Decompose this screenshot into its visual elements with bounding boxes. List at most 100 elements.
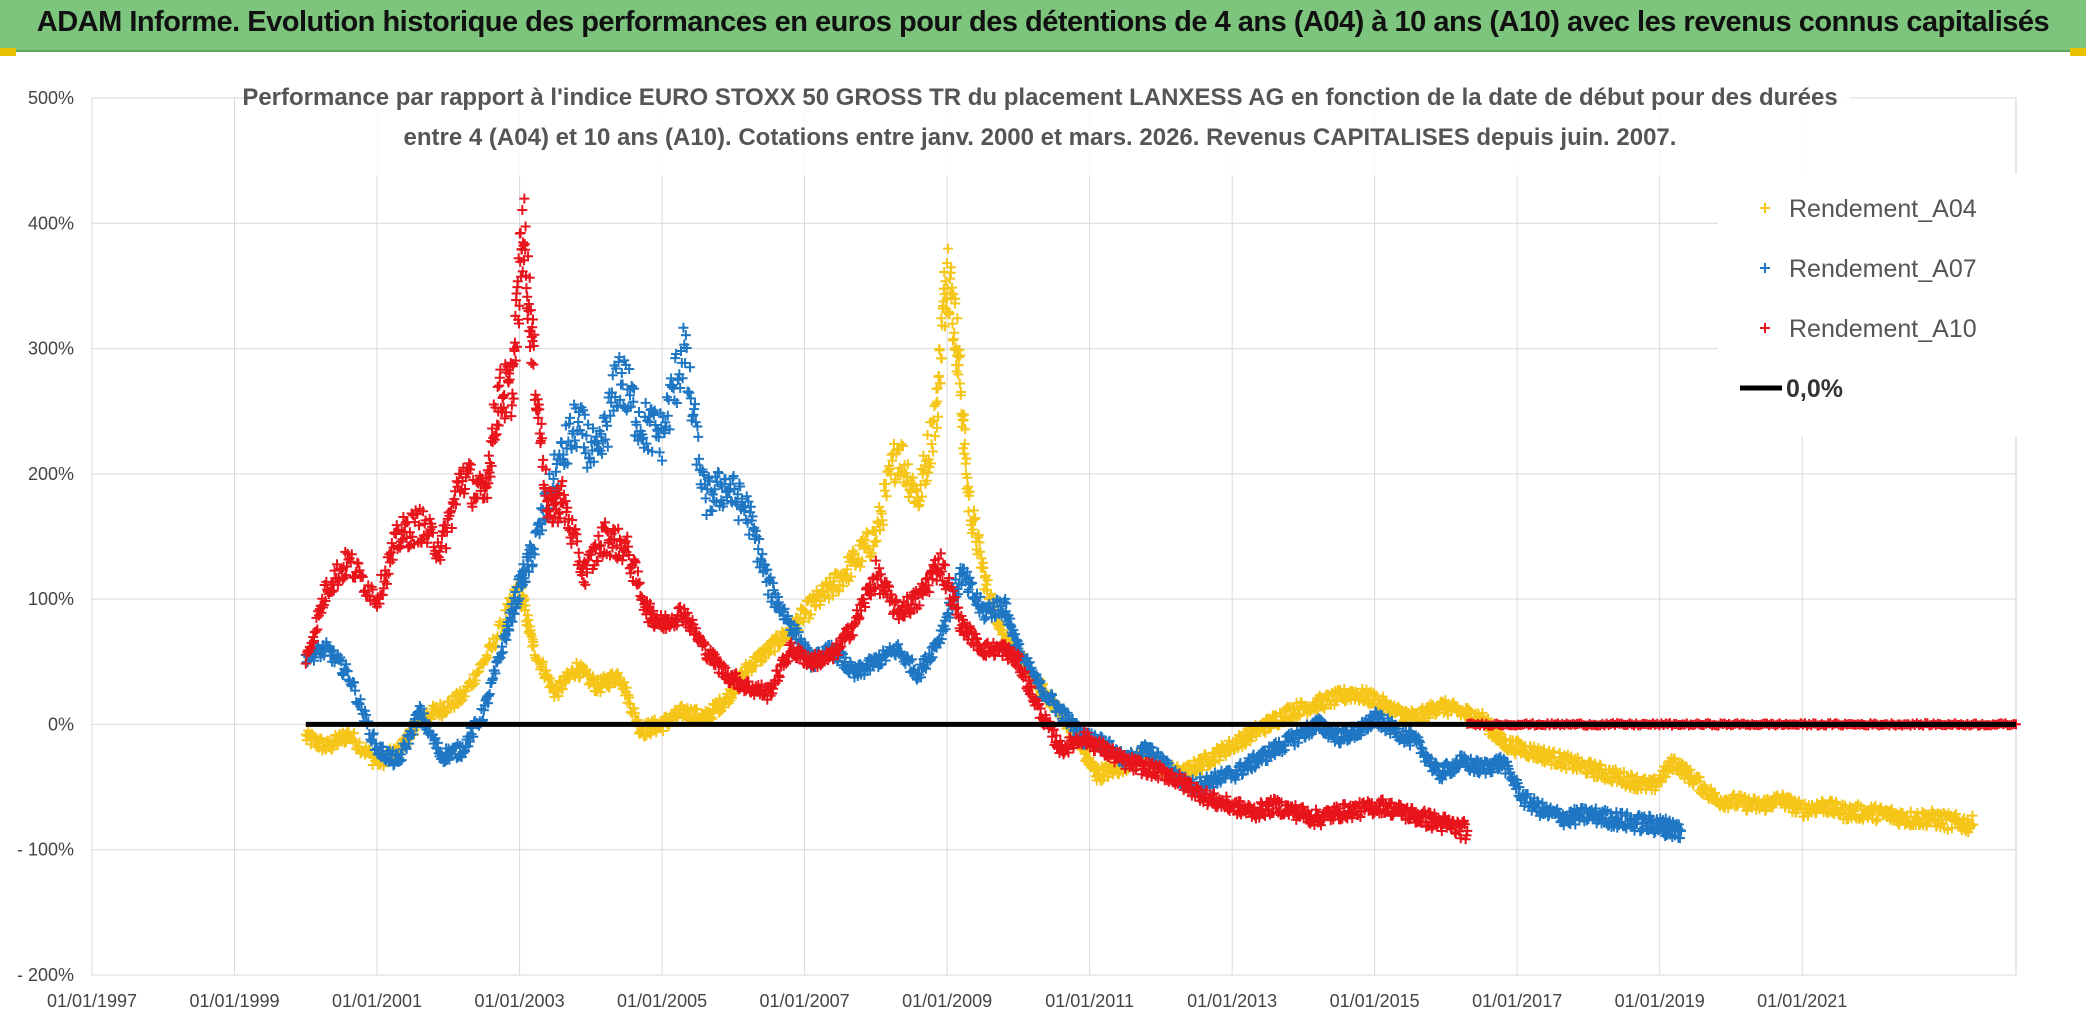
data-point <box>470 675 481 686</box>
data-point <box>856 556 867 567</box>
data-point <box>959 448 970 459</box>
data-point <box>310 626 321 637</box>
y-axis-ticks: - 200%- 100%0%100%200%300%400%500% <box>17 88 74 985</box>
data-point <box>842 564 853 575</box>
x-tick-label: 01/01/1997 <box>47 991 137 1011</box>
x-tick-label: 01/01/2017 <box>1472 991 1562 1011</box>
data-point <box>657 725 668 736</box>
data-point <box>473 666 484 677</box>
data-point <box>522 291 533 302</box>
data-point <box>918 450 929 461</box>
data-point <box>896 439 907 450</box>
data-point <box>1548 746 1559 757</box>
data-point <box>940 321 951 332</box>
data-point <box>970 513 981 524</box>
data-point <box>949 327 960 338</box>
data-point <box>1631 771 1642 782</box>
data-point <box>1440 695 1451 706</box>
data-point <box>498 391 509 402</box>
data-point <box>919 460 930 471</box>
data-point <box>930 431 941 442</box>
data-point <box>657 455 668 466</box>
data-point <box>471 668 482 679</box>
data-point <box>520 600 531 611</box>
data-point <box>343 726 354 737</box>
data-point <box>964 486 975 497</box>
data-point <box>941 294 952 305</box>
data-point <box>961 453 972 464</box>
data-point <box>870 536 881 547</box>
y-tick-label: - 200% <box>17 965 74 985</box>
data-point <box>871 535 882 546</box>
data-point <box>1656 777 1667 788</box>
data-point <box>927 446 938 457</box>
data-point <box>953 369 964 380</box>
data-point <box>678 322 689 333</box>
data-point <box>944 309 955 320</box>
banner: ADAM Informe. Evolution historique des p… <box>0 0 2086 52</box>
data-point <box>962 472 973 483</box>
data-point <box>978 563 989 574</box>
data-point <box>530 389 541 400</box>
data-point <box>627 382 638 393</box>
data-point <box>1188 755 1199 766</box>
x-tick-label: 01/01/2013 <box>1187 991 1277 1011</box>
data-point <box>573 547 584 558</box>
data-point <box>621 682 632 693</box>
data-point <box>538 454 549 465</box>
data-point <box>948 288 959 299</box>
chart-series <box>300 193 2021 845</box>
data-point <box>885 469 896 480</box>
data-point <box>467 680 478 691</box>
data-point <box>634 406 645 417</box>
data-point <box>482 652 493 663</box>
data-point <box>769 646 780 657</box>
data-point <box>1319 703 1330 714</box>
data-point <box>932 396 943 407</box>
data-point <box>980 570 991 581</box>
data-point <box>959 438 970 449</box>
data-point <box>892 444 903 455</box>
x-tick-label: 01/01/2015 <box>1330 991 1420 1011</box>
data-point <box>878 519 889 530</box>
data-point <box>556 437 567 448</box>
data-point <box>527 314 538 325</box>
data-point <box>553 691 564 702</box>
data-point <box>947 318 958 329</box>
data-point <box>950 293 961 304</box>
data-point <box>956 386 967 397</box>
y-tick-label: 300% <box>28 339 74 359</box>
data-point <box>976 553 987 564</box>
data-point <box>942 243 953 254</box>
data-point <box>934 345 945 356</box>
data-point <box>926 439 937 450</box>
data-point <box>619 677 630 688</box>
x-tick-label: 01/01/2011 <box>1045 991 1134 1011</box>
data-point <box>617 379 628 390</box>
data-point <box>741 491 752 502</box>
data-point <box>986 588 997 599</box>
data-point <box>693 431 704 442</box>
data-point <box>506 400 517 411</box>
data-point <box>925 458 936 469</box>
data-point <box>523 614 534 625</box>
data-point <box>880 478 891 489</box>
data-point <box>1294 710 1305 721</box>
x-tick-label: 01/01/2007 <box>760 991 850 1011</box>
data-point <box>528 640 539 651</box>
data-point <box>353 558 364 569</box>
data-point <box>574 671 585 682</box>
data-point <box>952 313 963 324</box>
data-point <box>519 193 530 204</box>
data-point <box>508 393 519 404</box>
x-tick-label: 01/01/2019 <box>1615 991 1705 1011</box>
x-tick-label: 01/01/2005 <box>617 991 707 1011</box>
data-point <box>654 447 665 458</box>
data-point <box>566 538 577 549</box>
y-tick-label: 500% <box>28 88 74 108</box>
data-point <box>507 388 518 399</box>
data-point <box>968 524 979 535</box>
y-tick-label: 0% <box>48 714 74 734</box>
data-point <box>640 397 651 408</box>
data-point <box>534 428 545 439</box>
